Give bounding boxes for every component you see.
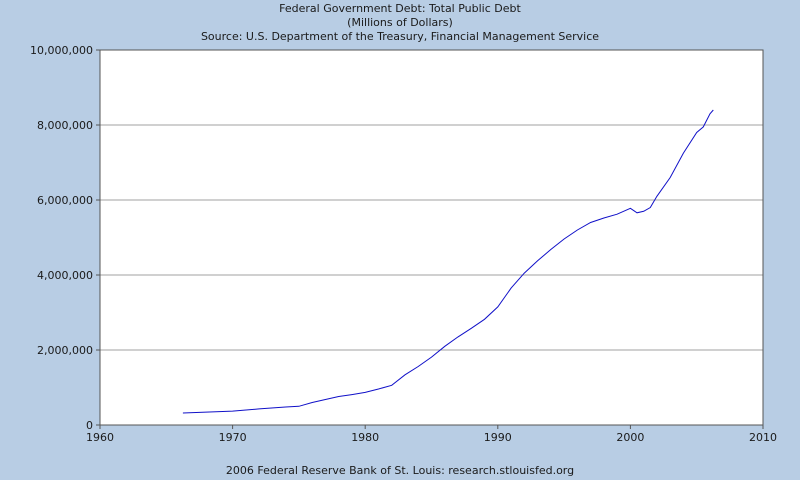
x-tick-label: 1990 (484, 431, 512, 444)
y-tick-label: 4,000,000 (37, 269, 93, 282)
x-tick-label: 1970 (219, 431, 247, 444)
gridlines (100, 124, 763, 351)
x-tick-label: 2000 (616, 431, 644, 444)
y-tick-label: 2,000,000 (37, 344, 93, 357)
plot-border (99, 49, 764, 426)
series-line (182, 109, 714, 414)
plot-area (100, 50, 763, 425)
y-tick-label: 8,000,000 (37, 119, 93, 132)
y-tick-label: 0 (86, 419, 93, 432)
y-tick-label: 10,000,000 (30, 44, 93, 57)
chart-subtitle: (Millions of Dollars) (347, 16, 453, 29)
series-layer (182, 109, 714, 414)
chart-source: Source: U.S. Department of the Treasury,… (200, 30, 600, 43)
chart-footer: 2006 Federal Reserve Bank of St. Louis: … (225, 464, 575, 477)
x-tick-label: 1980 (351, 431, 379, 444)
chart-title: Federal Government Debt: Total Public De… (279, 2, 521, 15)
x-tick-label: 1960 (86, 431, 114, 444)
y-tick-label: 6,000,000 (37, 194, 93, 207)
axes: 0 2,000,000 4,000,000 6,000,000 8,000,000 10,… (30, 44, 777, 444)
x-tick-label: 2010 (749, 431, 777, 444)
